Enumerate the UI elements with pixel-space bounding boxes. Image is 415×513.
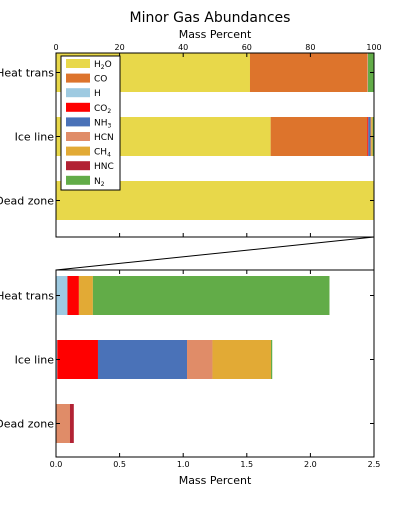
- top-xtick-label: 80: [305, 43, 315, 52]
- bottom-panel: Heat trans Ice line Dead zone 0.0 0.5 1.0 1.5 2…: [0, 269, 381, 469]
- legend-label-co: CO: [94, 75, 107, 85]
- bottom-xtick-label: 1.0: [177, 460, 190, 469]
- legend-label-hcn: HCN: [94, 133, 114, 143]
- legend-label-nh3: NH3: [94, 118, 112, 129]
- bottom-bar-heat-trans-ch4: [78, 276, 93, 315]
- connector-line-left: [55, 236, 375, 271]
- legend-swatch-nh3: [66, 117, 90, 127]
- top-bar-ice-line-nh3: [368, 117, 371, 156]
- top-bar-ice-line-co2: [367, 117, 369, 156]
- zoom-connector-lines: [55, 236, 375, 271]
- bottom-bar-ice-line-co2: [57, 340, 98, 379]
- bottom-xtick-label: 2.5: [368, 460, 381, 469]
- legend-swatch-h2o: [66, 59, 90, 68]
- bottom-bar-heat-trans-co2: [67, 276, 79, 315]
- top-xtick-label: 40: [178, 43, 188, 52]
- bottom-bar-dead-zone-hcn: [56, 404, 70, 443]
- bottom-bar-ice-line-n2: [270, 340, 273, 379]
- bottom-xtick-label: 0.0: [50, 460, 63, 469]
- top-x-axis-label: Mass Percent: [179, 28, 252, 41]
- bottom-bar-dead-zone-hnc: [69, 404, 74, 443]
- top-xtick-label: 20: [115, 43, 125, 52]
- bottom-bar-heat-trans-n2: [92, 276, 330, 315]
- bottom-xtick-label: 1.5: [240, 460, 253, 469]
- top-xtick-label: 0: [53, 43, 58, 52]
- top-panel: Heat trans Ice line Dead zone 0 20 40 60 80 100 H…: [0, 43, 382, 238]
- legend-swatch-hcn: [66, 132, 90, 141]
- bottom-category-label-dead-zone: Dead zone: [0, 418, 54, 431]
- bottom-frame: [55, 269, 375, 458]
- legend-swatch-n2: [66, 175, 90, 185]
- legend-swatch-ch4: [66, 146, 90, 156]
- top-category-label-ice-line: Ice line: [15, 131, 55, 144]
- top-frame: [55, 52, 375, 238]
- bottom-x-axis-label: Mass Percent: [179, 474, 252, 487]
- top-xtick-label: 100: [366, 43, 381, 52]
- legend-label-n2: N2: [94, 177, 105, 188]
- legend-swatch-h: [66, 88, 90, 98]
- legend: H2O CO H CO2 NH3 HCN CH4 HNC N2: [60, 55, 121, 191]
- top-bar-heat-trans-co: [249, 53, 368, 92]
- bottom-bar-heat-trans-h: [56, 276, 68, 315]
- legend-swatch-co2: [66, 102, 90, 112]
- legend-label-hnc: HNC: [94, 162, 114, 172]
- chart-title: Minor Gas Abundances: [130, 10, 291, 26]
- bottom-category-label-ice-line: Ice line: [15, 354, 55, 367]
- bottom-bar-ice-line-ch4: [212, 340, 271, 379]
- top-category-label-dead-zone: Dead zone: [0, 195, 54, 208]
- bottom-bar-ice-line-hcn: [187, 340, 213, 379]
- legend-swatch-hnc: [66, 161, 90, 171]
- bottom-category-label-heat-trans: Heat trans: [0, 290, 54, 303]
- bottom-xtick-label: 0.5: [113, 460, 126, 469]
- top-xtick-label: 60: [242, 43, 252, 52]
- legend-swatch-co: [66, 73, 90, 83]
- bottom-xtick-label: 2.0: [304, 460, 317, 469]
- legend-label-ch4: CH4: [94, 148, 111, 159]
- top-category-label-heat-trans: Heat trans: [0, 67, 54, 80]
- legend-label-co2: CO2: [94, 104, 111, 115]
- top-bar-ice-line-co: [270, 117, 368, 156]
- bottom-bar-ice-line-nh3: [97, 340, 188, 379]
- legend-label-h2o: H2O: [94, 60, 112, 71]
- legend-label-h: H: [94, 89, 101, 99]
